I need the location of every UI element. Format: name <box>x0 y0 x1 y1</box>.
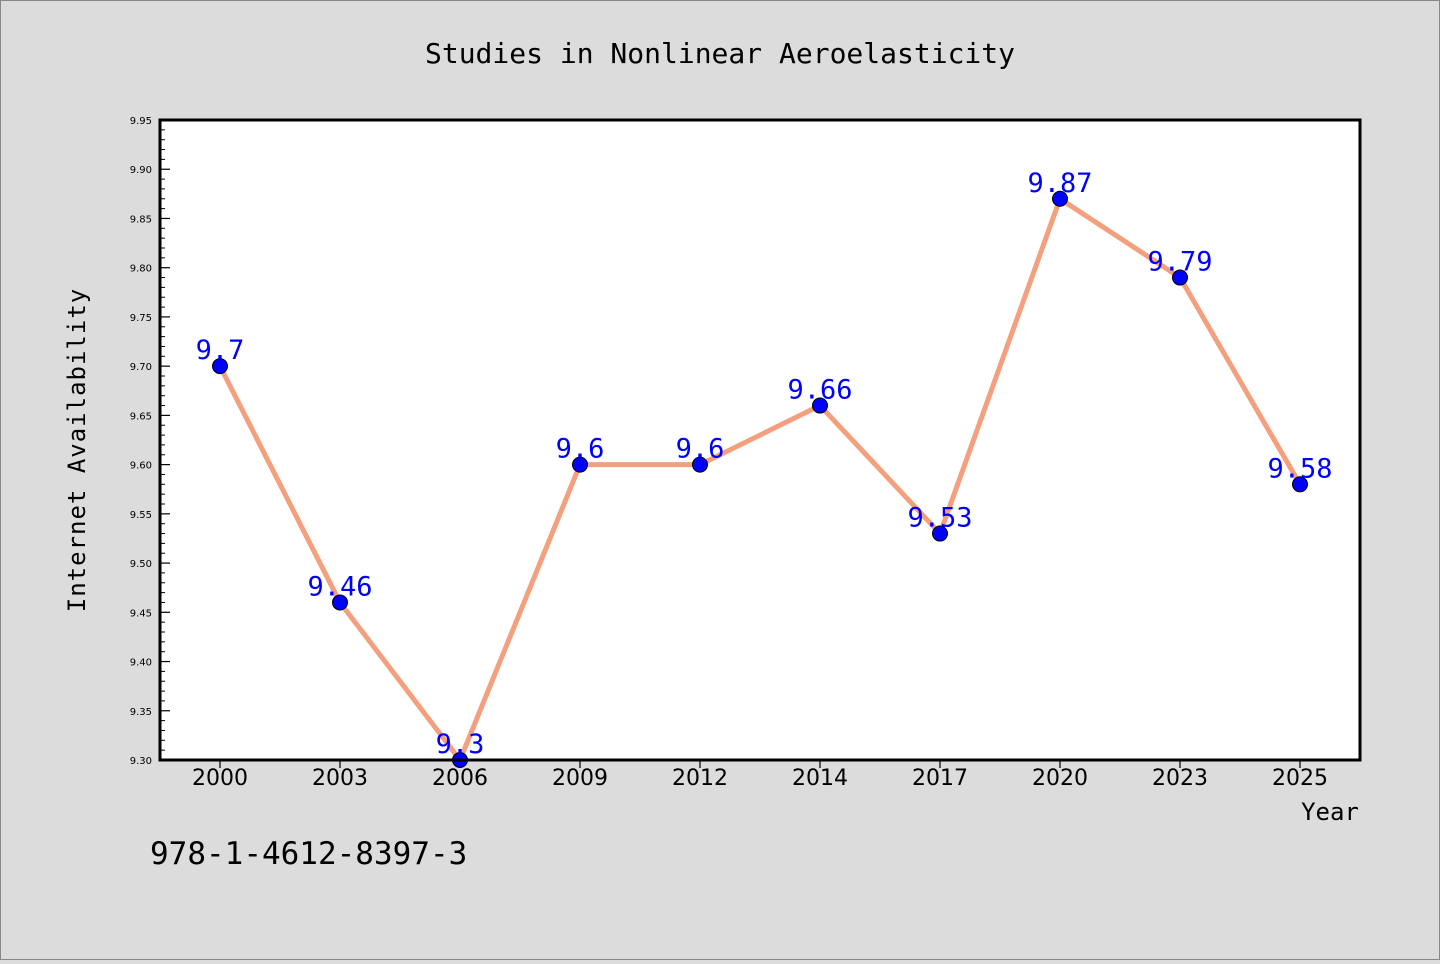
data-label: 9.79 <box>1147 247 1212 278</box>
data-label: 9.7 <box>196 335 245 366</box>
data-label: 9.6 <box>676 434 725 465</box>
data-label: 9.53 <box>907 503 972 534</box>
y-tick-label: 9.55 <box>130 510 152 521</box>
data-point <box>1292 476 1308 493</box>
series-line <box>217 196 1303 763</box>
y-axis-label: Internet Availability <box>63 288 91 612</box>
data-label: 9.66 <box>787 375 852 406</box>
data-point <box>932 525 948 542</box>
x-tick-label: 2020 <box>1032 766 1088 791</box>
y-tick-label: 9.75 <box>130 313 152 324</box>
y-tick-label: 9.80 <box>130 264 152 275</box>
series-layer: 9.7 9.46 9.3 9.6 9.6 9.66 9.53 9.87 9.79 9.58 <box>196 168 1333 768</box>
x-tick-label: 2000 <box>192 766 248 791</box>
data-label: 9.87 <box>1027 168 1092 199</box>
x-tick-label: 2023 <box>1152 766 1208 791</box>
y-tick-label: 9.65 <box>130 411 152 422</box>
x-axis-label: Year <box>1301 798 1359 826</box>
x-axis: 2000 2003 2006 2009 2012 2014 2017 2020 2023 2025 <box>192 760 1328 791</box>
x-tick-label: 2003 <box>312 766 368 791</box>
x-tick-label: 2017 <box>912 766 968 791</box>
x-tick-label: 2014 <box>792 766 848 791</box>
data-point <box>692 456 708 473</box>
data-point <box>332 594 348 611</box>
x-tick-label: 2009 <box>552 766 608 791</box>
isbn-text: 978-1-4612-8397-3 <box>150 836 467 872</box>
y-axis: 9.30 9.35 9.40 9.45 9.50 9.55 9.60 9.65 9.70 9.75… <box>130 116 170 767</box>
data-label: 9.6 <box>556 434 605 465</box>
y-tick-label: 9.45 <box>130 608 152 619</box>
plot-area <box>160 120 1360 760</box>
y-tick-label: 9.50 <box>130 559 152 570</box>
y-tick-label: 9.30 <box>130 756 152 767</box>
y-tick-label: 9.40 <box>130 658 152 669</box>
chart-title: Studies in Nonlinear Aeroelasticity <box>425 37 1015 70</box>
y-tick-label: 9.35 <box>130 707 152 718</box>
plot-frame <box>158 118 1362 762</box>
data-point <box>1052 190 1068 207</box>
data-point <box>1172 269 1188 286</box>
y-tick-label: 9.85 <box>130 214 152 225</box>
data-point <box>572 456 588 473</box>
x-tick-label: 2025 <box>1272 766 1328 791</box>
data-point <box>212 358 228 375</box>
x-tick-label: 2012 <box>672 766 728 791</box>
data-label: 9.3 <box>436 729 485 760</box>
y-tick-label: 9.95 <box>130 116 152 127</box>
x-tick-label: 2006 <box>432 766 488 791</box>
data-label: 9.46 <box>307 571 372 602</box>
y-tick-label: 9.70 <box>130 362 152 373</box>
data-label: 9.58 <box>1267 453 1332 484</box>
y-tick-label: 9.60 <box>130 461 152 472</box>
data-point <box>812 397 828 414</box>
y-tick-label: 9.90 <box>130 165 152 176</box>
